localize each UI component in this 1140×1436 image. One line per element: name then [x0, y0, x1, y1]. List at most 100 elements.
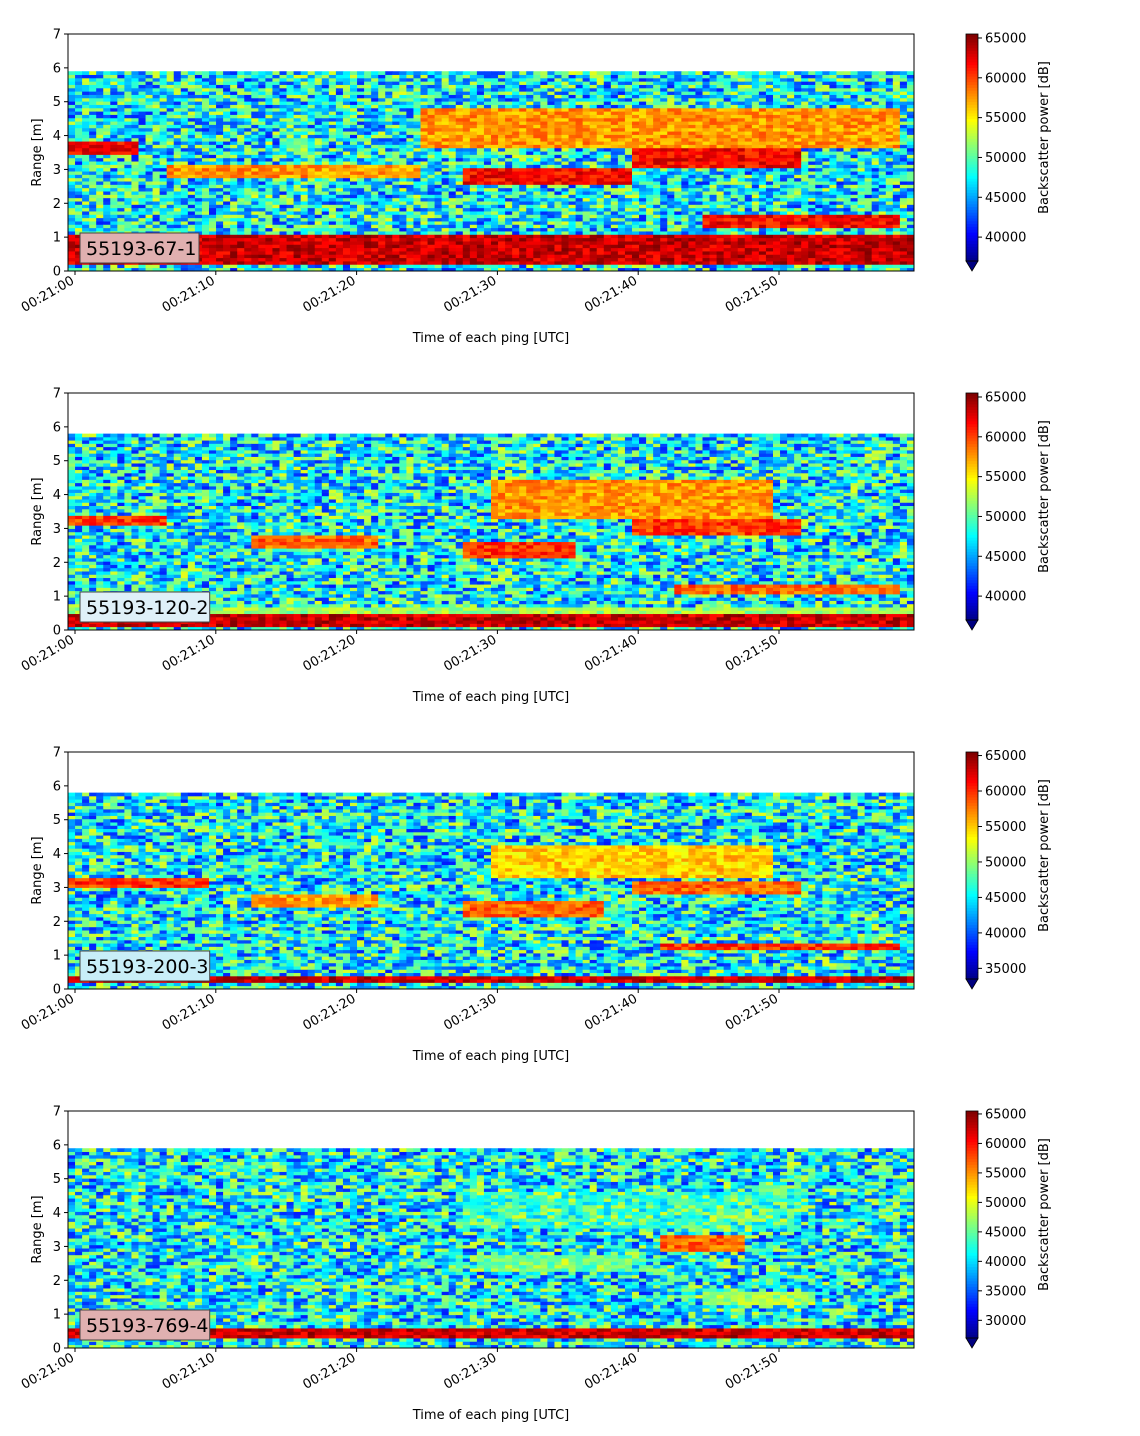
heatmap-cell	[610, 181, 619, 185]
heatmap-cell	[201, 201, 210, 205]
heatmap-cell	[237, 197, 245, 202]
heatmap-cell	[434, 217, 443, 222]
heatmap-cell	[441, 101, 450, 105]
heatmap-cell	[237, 247, 245, 252]
heatmap-cell	[201, 214, 210, 219]
heatmap-cell	[441, 77, 450, 82]
heatmap-cell	[201, 94, 210, 99]
heatmap-cell	[610, 104, 619, 109]
heatmap-cell	[561, 107, 569, 112]
heatmap-cell	[483, 134, 492, 139]
heatmap-cell	[364, 144, 372, 149]
heatmap-cell	[575, 251, 584, 255]
heatmap-cell	[194, 224, 203, 229]
heatmap-cell	[476, 84, 485, 89]
heatmap-cell	[357, 134, 365, 139]
heatmap-cell	[350, 84, 358, 89]
heatmap-cell	[646, 141, 654, 145]
heatmap-cell	[279, 167, 287, 172]
heatmap-cell	[173, 191, 182, 195]
heatmap-cell	[476, 114, 485, 119]
heatmap-cell	[173, 74, 182, 79]
heatmap-cell	[237, 81, 245, 85]
heatmap-cell	[462, 191, 471, 195]
heatmap-cell	[335, 154, 344, 159]
heatmap-cell	[350, 147, 358, 152]
heatmap-cell	[82, 164, 90, 169]
heatmap-cell	[180, 204, 189, 209]
heatmap-cell	[152, 214, 161, 219]
heatmap-cell	[279, 107, 287, 112]
heatmap-cell	[75, 161, 83, 165]
heatmap-cell	[96, 94, 104, 99]
heatmap-cell	[448, 127, 457, 132]
heatmap-cell	[420, 107, 428, 112]
heatmap-cell	[392, 174, 400, 179]
heatmap-cell	[307, 204, 316, 209]
heatmap-cell	[639, 257, 647, 262]
heatmap-cell	[646, 94, 654, 99]
heatmap-cell	[286, 104, 294, 109]
heatmap-cell	[455, 197, 464, 202]
heatmap-cell	[314, 141, 323, 145]
heatmap-cell	[265, 227, 273, 232]
heatmap-cell	[300, 184, 309, 189]
heatmap-cell	[561, 241, 569, 245]
heatmap-cell	[350, 174, 358, 179]
heatmap-cell	[117, 121, 125, 125]
heatmap-cell	[378, 204, 386, 209]
heatmap-cell	[617, 137, 626, 142]
heatmap-cell	[272, 231, 280, 235]
heatmap-cell	[596, 87, 605, 92]
heatmap-cell	[166, 161, 175, 165]
heatmap-cell	[173, 101, 182, 105]
heatmap-cell	[279, 134, 287, 139]
heatmap-cell	[589, 131, 598, 135]
heatmap-cell	[646, 251, 654, 255]
heatmap-cell	[166, 184, 175, 189]
heatmap-cell	[399, 237, 407, 242]
heatmap-cell	[244, 187, 252, 192]
heatmap-cell	[617, 167, 626, 172]
heatmap-cell	[526, 107, 534, 112]
heatmap-cell	[342, 111, 351, 115]
heatmap-cell	[244, 191, 252, 195]
heatmap-cell	[216, 71, 224, 75]
heatmap-cell	[335, 241, 344, 245]
heatmap-cell	[328, 227, 337, 232]
heatmap-cell	[441, 201, 450, 205]
heatmap-cell	[328, 157, 337, 162]
heatmap-cell	[406, 227, 414, 232]
heatmap-cell	[201, 151, 210, 155]
heatmap-cell	[589, 241, 598, 245]
heatmap-cell	[378, 107, 386, 112]
heatmap-cell	[639, 81, 647, 85]
heatmap-cell	[265, 214, 273, 219]
heatmap-cell	[617, 257, 626, 262]
heatmap-cell	[131, 224, 139, 229]
heatmap-cell	[103, 217, 111, 222]
heatmap-cell	[124, 154, 132, 159]
heatmap-cell	[646, 241, 654, 245]
heatmap-cell	[533, 194, 541, 199]
heatmap-cell	[279, 157, 287, 162]
heatmap-cell	[96, 204, 104, 209]
heatmap-cell	[575, 84, 584, 89]
heatmap-cell	[265, 121, 273, 125]
heatmap-cell	[399, 107, 407, 112]
heatmap-cell	[589, 264, 598, 269]
heatmap-cell	[75, 211, 83, 215]
heatmap-cell	[617, 221, 626, 225]
heatmap-cell	[237, 71, 245, 75]
heatmap-cell	[201, 77, 210, 82]
heatmap-cell	[251, 104, 259, 109]
heatmap-cell	[554, 231, 562, 235]
heatmap-cell	[462, 127, 471, 132]
heatmap-cell	[321, 151, 330, 155]
heatmap-cell	[632, 147, 640, 152]
heatmap-cell	[357, 181, 365, 185]
heatmap-cell	[582, 84, 591, 89]
heatmap-cell	[392, 217, 400, 222]
heatmap-cell	[75, 111, 83, 115]
heatmap-cell	[357, 204, 365, 209]
